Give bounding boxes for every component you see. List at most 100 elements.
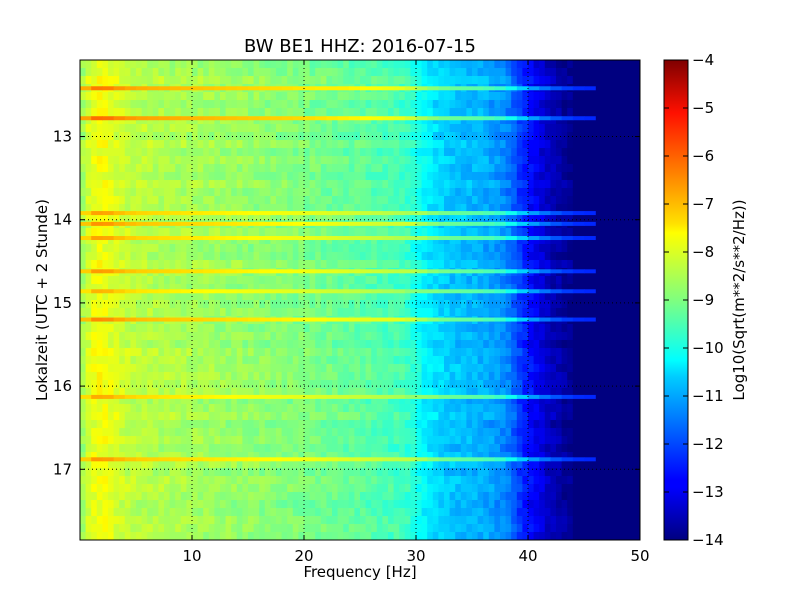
heatmap-cell — [197, 100, 204, 109]
heatmap-cell — [91, 172, 98, 181]
heatmap-cell — [600, 84, 607, 93]
heatmap-cell — [466, 252, 473, 261]
heatmap-cell — [259, 292, 266, 301]
heatmap-cell — [298, 412, 305, 421]
heatmap-cell — [432, 388, 439, 397]
heatmap-cell — [253, 244, 260, 253]
heatmap-cell — [572, 380, 579, 389]
heatmap-cell — [203, 436, 210, 445]
heatmap-cell — [416, 180, 423, 189]
heatmap-cell — [522, 308, 529, 317]
heatmap-cell — [113, 340, 120, 349]
heatmap-cell — [119, 428, 126, 437]
heatmap-cell — [483, 444, 490, 453]
heatmap-cell — [287, 300, 294, 309]
heatmap-cell — [91, 164, 98, 173]
heatmap-cell — [388, 164, 395, 173]
heatmap-cell — [124, 348, 131, 357]
heatmap-cell — [477, 236, 484, 245]
heatmap-cell — [376, 180, 383, 189]
heatmap-cell — [320, 228, 327, 237]
heatmap-cell — [628, 348, 635, 357]
heatmap-cell — [343, 68, 350, 77]
heatmap-cell — [360, 324, 367, 333]
heatmap-cell — [399, 356, 406, 365]
heatmap-cell — [455, 396, 462, 405]
heatmap-cell — [85, 428, 92, 437]
heatmap-cell — [360, 388, 367, 397]
heatmap-cell — [550, 300, 557, 309]
heatmap-cell — [220, 324, 227, 333]
heatmap-cell — [231, 308, 238, 317]
heatmap-cell — [309, 204, 316, 213]
heatmap-cell — [623, 84, 630, 93]
heatmap-cell — [326, 156, 333, 165]
heatmap-cell — [304, 196, 311, 205]
heatmap-cell — [494, 420, 501, 429]
heatmap-cell — [617, 156, 624, 165]
heatmap-cell — [522, 140, 529, 149]
heatmap-cell — [253, 164, 260, 173]
heatmap-cell — [516, 116, 523, 125]
heatmap-cell — [399, 188, 406, 197]
heatmap-cell — [253, 348, 260, 357]
heatmap-cell — [550, 164, 557, 173]
heatmap-cell — [343, 164, 350, 173]
heatmap-cell — [304, 420, 311, 429]
heatmap-cell — [320, 76, 327, 85]
heatmap-cell — [270, 108, 277, 117]
heatmap-cell — [309, 92, 316, 101]
heatmap-cell — [281, 444, 288, 453]
heatmap-cell — [539, 164, 546, 173]
heatmap-cell — [365, 100, 372, 109]
heatmap-cell — [516, 172, 523, 181]
heatmap-cell — [152, 380, 159, 389]
heatmap-cell — [276, 300, 283, 309]
heatmap-cell — [130, 260, 137, 269]
heatmap-cell — [96, 364, 103, 373]
heatmap-cell — [180, 292, 187, 301]
heatmap-cell — [152, 388, 159, 397]
heatmap-cell — [444, 276, 451, 285]
heatmap-cell — [589, 108, 596, 117]
heatmap-cell — [309, 436, 316, 445]
heatmap-cell — [500, 164, 507, 173]
heatmap-cell — [169, 348, 176, 357]
heatmap-cell — [432, 364, 439, 373]
heatmap-cell — [281, 260, 288, 269]
heatmap-cell — [169, 396, 176, 405]
heatmap-cell — [460, 452, 467, 461]
heatmap-cell — [393, 124, 400, 133]
heatmap-cell — [186, 372, 193, 381]
heatmap-cell — [348, 132, 355, 141]
heatmap-cell — [264, 380, 271, 389]
heatmap-cell — [404, 244, 411, 253]
heatmap-cell — [522, 324, 529, 333]
heatmap-cell — [410, 420, 417, 429]
heatmap-cell — [292, 364, 299, 373]
heatmap-cell — [332, 300, 339, 309]
heatmap-cell — [561, 236, 568, 245]
heatmap-cell — [270, 244, 277, 253]
heatmap-cell — [225, 388, 232, 397]
heatmap-cell — [600, 284, 607, 293]
heatmap-cell — [617, 284, 624, 293]
heatmap-cell — [203, 244, 210, 253]
heatmap-cell — [612, 452, 619, 461]
heatmap-cell — [113, 180, 120, 189]
heatmap-cell — [589, 348, 596, 357]
heatmap-cell — [365, 188, 372, 197]
heatmap-cell — [158, 132, 165, 141]
heatmap-cell — [572, 148, 579, 157]
heatmap-cell — [180, 148, 187, 157]
heatmap-cell — [242, 396, 249, 405]
heatmap-cell — [169, 188, 176, 197]
heatmap-cell — [488, 100, 495, 109]
heatmap-cell — [438, 444, 445, 453]
heatmap-cell — [634, 292, 640, 301]
heatmap-cell — [242, 412, 249, 421]
heatmap-cell — [80, 324, 87, 333]
heatmap-cell — [444, 340, 451, 349]
heatmap-cell — [544, 204, 551, 213]
heatmap-cell — [589, 332, 596, 341]
